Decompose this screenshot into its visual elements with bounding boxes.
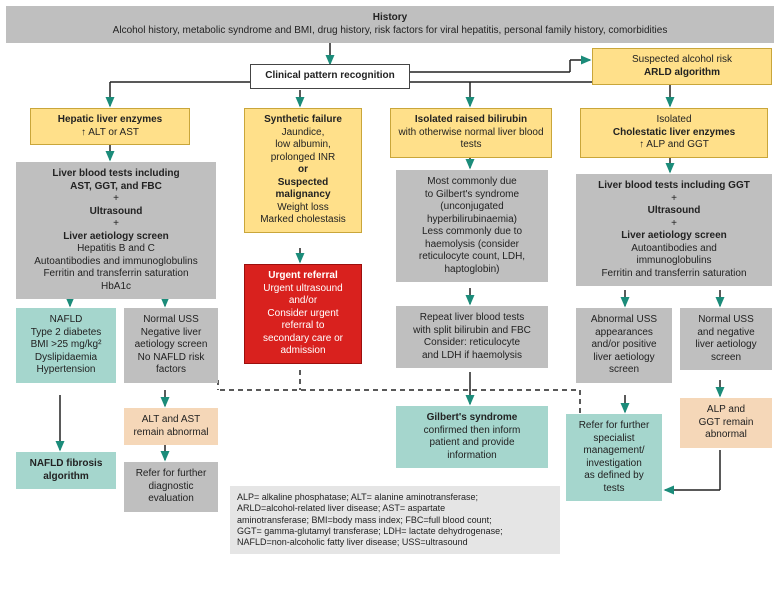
cw-l3: Ultrasound xyxy=(648,205,701,216)
hw-l4: Ultrasound xyxy=(90,206,143,217)
cholestatic-box: Isolated Cholestatic liver enzymes ↑ ALP… xyxy=(580,108,768,158)
hepatic-title: Hepatic liver enzymes xyxy=(58,114,163,125)
hepatic-sub: ↑ ALT or AST xyxy=(81,127,139,138)
gilbert-conf-body: confirmed then inform patient and provid… xyxy=(424,425,521,461)
arld-line2: ARLD algorithm xyxy=(644,67,720,78)
chol-workup-box: Liver blood tests including GGT + Ultras… xyxy=(576,174,772,286)
alt-abn-box: ALT and AST remain abnormal xyxy=(124,408,218,445)
synthetic-box: Synthetic failure Jaundice, low albumin,… xyxy=(244,108,362,233)
synthetic-body2: Weight loss Marked cholestasis xyxy=(260,202,346,226)
hw-l8: Autoantibodies and immunoglobulins xyxy=(34,256,197,267)
norm-uss2-box: Normal USS and negative liver aetiology … xyxy=(680,308,772,370)
synthetic-title: Synthetic failure xyxy=(264,114,342,125)
hw-l9: Ferritin and transferrin saturation xyxy=(43,268,188,279)
cw-l7: Ferritin and transferrin saturation xyxy=(601,268,746,279)
gilbert-conf-box: Gilbert's syndrome confirmed then inform… xyxy=(396,406,548,468)
hw-l6: Liver aetiology screen xyxy=(63,231,169,242)
synthetic-body1: Jaundice, low albumin, prolonged INR xyxy=(271,127,335,163)
cw-l6: Autoantibodies and immunoglobulins xyxy=(631,243,717,267)
isolated-bili-box: Isolated raised bilirubin with otherwise… xyxy=(390,108,552,158)
arld-line1: Suspected alcohol risk xyxy=(632,54,732,65)
history-box: History Alcohol history, metabolic syndr… xyxy=(6,6,774,43)
synthetic-title2: Suspected malignancy xyxy=(275,177,330,201)
isolated-bili-sub: with otherwise normal liver blood tests xyxy=(398,127,543,151)
legend-box: ALP= alkaline phosphatase; ALT= alanine … xyxy=(230,486,560,554)
hepatic-box: Hepatic liver enzymes ↑ ALT or AST xyxy=(30,108,190,145)
synthetic-or: or xyxy=(298,164,308,175)
hw-l1: Liver blood tests including xyxy=(52,168,179,179)
cw-l2: + xyxy=(671,193,677,204)
nafld-risk-box: NAFLD Type 2 diabetes BMI >25 mg/kg² Dys… xyxy=(16,308,116,383)
gilbert-conf-title: Gilbert's syndrome xyxy=(427,412,518,423)
urgent-body: Urgent ultrasound and/or Consider urgent… xyxy=(263,283,343,357)
cw-l5: Liver aetiology screen xyxy=(621,230,727,241)
hw-l2: AST, GGT, and FBC xyxy=(70,181,162,192)
arld-box: Suspected alcohol risk ARLD algorithm xyxy=(592,48,772,85)
hepatic-workup-box: Liver blood tests including AST, GGT, an… xyxy=(16,162,216,299)
history-title: History xyxy=(373,12,407,23)
abn-uss-box: Abnormal USS appearances and/or positive… xyxy=(576,308,672,383)
isolated-bili-title: Isolated raised bilirubin xyxy=(415,114,527,125)
refer-spec-box: Refer for further specialist management/… xyxy=(566,414,662,501)
cpr-box: Clinical pattern recognition xyxy=(250,64,410,89)
cw-l1: Liver blood tests including GGT xyxy=(598,180,750,191)
cw-l4: + xyxy=(671,218,677,229)
alp-abn-box: ALP and GGT remain abnormal xyxy=(680,398,772,448)
hw-l5: + xyxy=(113,218,119,229)
hw-l3: + xyxy=(113,193,119,204)
hw-l7: Hepatitis B and C xyxy=(77,243,155,254)
history-body: Alcohol history, metabolic syndrome and … xyxy=(113,25,668,36)
cholestatic-sub: ↑ ALP and GGT xyxy=(639,139,709,150)
gilbert-repeat-box: Repeat liver blood tests with split bili… xyxy=(396,306,548,368)
refer-dx-box: Refer for further diagnostic evaluation xyxy=(124,462,218,512)
urgent-title: Urgent referral xyxy=(268,270,337,281)
hw-l10: HbA1c xyxy=(101,281,131,292)
urgent-box: Urgent referral Urgent ultrasound and/or… xyxy=(244,264,362,364)
normal-uss-box: Normal USS Negative liver aetiology scre… xyxy=(124,308,218,383)
nafld-algo-box: NAFLD fibrosis algorithm xyxy=(16,452,116,489)
gilbert-cause-box: Most commonly due to Gilbert's syndrome … xyxy=(396,170,548,282)
cholestatic-title: Cholestatic liver enzymes xyxy=(613,127,735,138)
cholestatic-pre: Isolated xyxy=(656,114,691,125)
